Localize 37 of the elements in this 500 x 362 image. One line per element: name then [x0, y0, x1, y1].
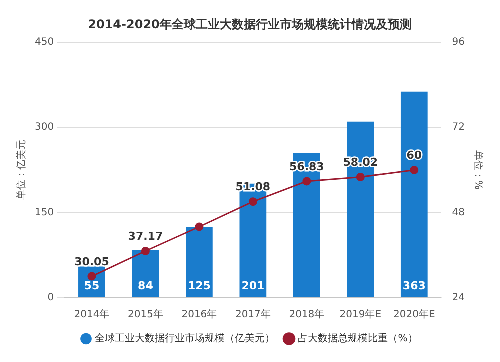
x-tick-label: 2018年 — [289, 308, 325, 321]
x-tick-label: 2019年E — [340, 308, 382, 321]
x-tick-label: 2015年 — [128, 308, 164, 321]
y2-tick-label: 24 — [452, 292, 466, 304]
point — [302, 177, 312, 186]
y2-tick-label: 72 — [452, 122, 466, 134]
y-tick-label: 150 — [34, 207, 54, 218]
y2-axis-title: 单位：% — [472, 150, 484, 190]
y2-tick-label: 96 — [452, 36, 466, 48]
data-label: 363 — [402, 279, 426, 292]
chart-title: 2014-2020年全球工业大数据行业市场规模统计情况及预测 — [88, 17, 412, 32]
x-tick-label: 2014年 — [74, 308, 110, 321]
bar — [186, 227, 213, 298]
data-label: 201 — [242, 279, 265, 292]
data-label: 30.05 — [74, 255, 110, 268]
y-tick-label: 300 — [34, 122, 54, 134]
data-label: 60 — [406, 149, 422, 162]
point — [356, 172, 365, 182]
y-tick-label: 450 — [34, 36, 54, 48]
point — [88, 272, 96, 281]
y-axis-title: 单位：亿美元 — [16, 140, 28, 200]
legend-label: 占大数据总规模比重（%） — [298, 332, 418, 345]
legend-label: 全球工业大数据行业市场规模（亿美元） — [95, 332, 276, 345]
data-label: 125 — [188, 279, 211, 292]
point — [195, 222, 204, 232]
x-tick-label: 2017年 — [235, 308, 271, 321]
point — [141, 246, 150, 256]
data-label: 84 — [138, 279, 154, 292]
point — [248, 198, 258, 206]
data-label: 55 — [84, 279, 100, 292]
bar — [400, 92, 428, 298]
x-tick-label: 2016年 — [182, 308, 218, 321]
y-tick-label: 0 — [48, 292, 54, 304]
x-tick-label: 2020年E — [394, 308, 436, 321]
y2-tick-label: 48 — [452, 207, 466, 218]
point — [410, 166, 419, 174]
data-label: 37.17 — [128, 230, 164, 244]
